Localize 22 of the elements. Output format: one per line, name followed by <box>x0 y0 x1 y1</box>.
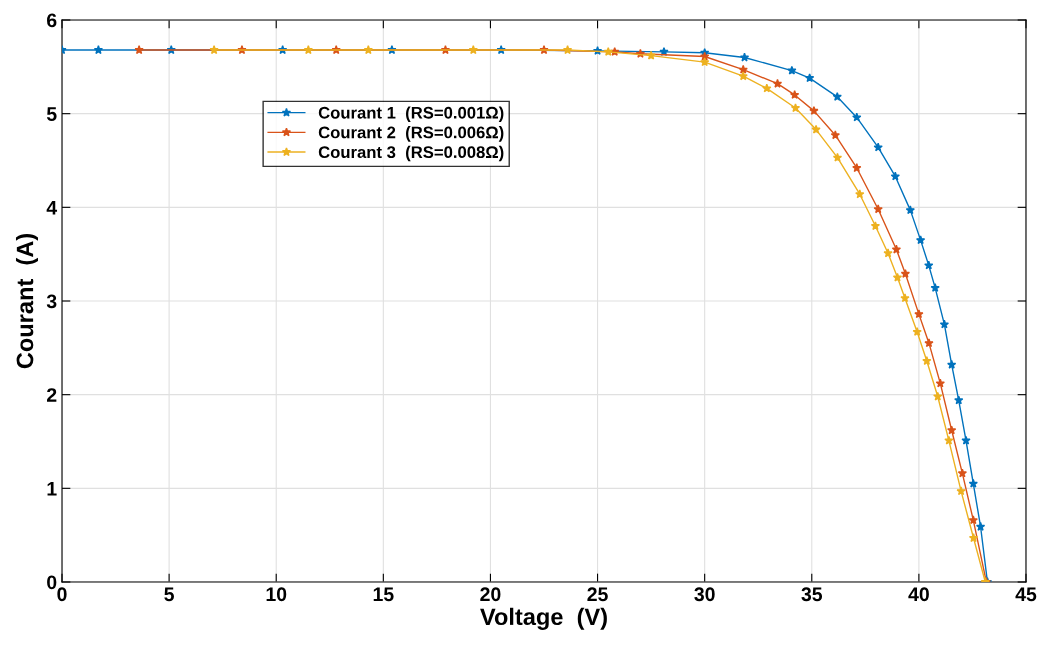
y-axis-title: Courant (A) <box>15 233 38 369</box>
x-tick-label: 40 <box>908 587 929 602</box>
y-tick-label: 1 <box>47 482 57 496</box>
x-tick-label: 25 <box>587 587 608 602</box>
y-tick-label: 2 <box>47 388 57 402</box>
x-tick-label: 15 <box>373 587 394 602</box>
y-tick-label: 6 <box>47 13 57 28</box>
legend-label: Courant 1 (RS=0.001Ω) <box>318 106 504 122</box>
x-tick-label: 30 <box>694 587 715 602</box>
legend-label: Courant 3 (RS=0.008Ω) <box>318 145 504 162</box>
y-tick-label: 3 <box>46 294 57 309</box>
legend-label: Courant 2 (RS=0.006Ω) <box>318 126 504 142</box>
x-tick-label: 45 <box>1015 587 1037 602</box>
x-tick-label: 20 <box>480 587 501 602</box>
x-tick-label: 0 <box>57 587 67 602</box>
x-tick-label: 35 <box>801 587 823 602</box>
x-tick-label: 5 <box>164 587 174 602</box>
x-axis-title: Voltage (V) <box>480 607 607 630</box>
x-tick-label: 10 <box>266 587 287 602</box>
y-tick-label: 5 <box>46 107 57 121</box>
y-tick-label: 4 <box>46 201 58 215</box>
y-tick-label: 0 <box>47 575 57 590</box>
